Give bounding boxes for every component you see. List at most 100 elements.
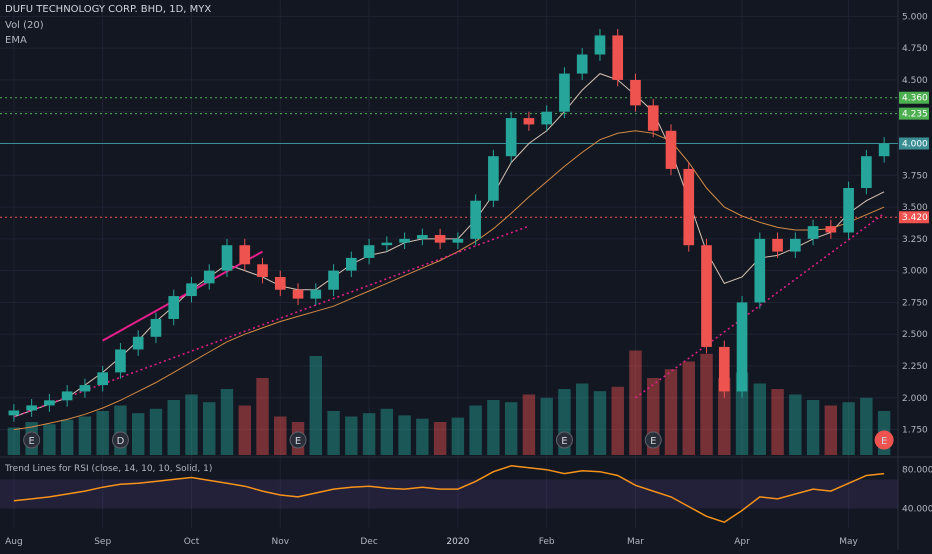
volume-bar [416,418,429,455]
candle-body [203,270,215,284]
volume-bar [789,394,802,455]
earnings-marker-icon [289,431,307,449]
price-tick-label: 3.500 [902,203,928,213]
volume-bar [398,415,411,455]
earnings-marker-icon [644,431,662,449]
volume-bar [238,405,251,455]
volume-bar [593,391,607,455]
volume-bar [451,417,465,455]
earnings-marker-icon [23,431,41,449]
level-label: 4.000 [902,140,928,150]
price-tick-label: 5.000 [902,12,928,22]
price-tick-label: 4.750 [902,44,928,54]
volume-bar [682,361,695,455]
volume-bar [309,356,323,455]
price-tick-label: 2.750 [902,298,928,308]
rsi-legend: Trend Lines for RSI (close, 14, 10, 10, … [5,464,213,474]
rsi-band-fill [0,479,898,509]
time-tick-label: Dec [360,537,377,547]
candle-body [328,270,339,290]
time-tick-label: Apr [734,537,750,547]
volume-bar [96,411,109,455]
volume-bars [7,350,891,455]
candle-body [132,336,144,350]
candle-body [647,105,659,131]
candle-body [221,245,233,271]
earnings-marker-label: D [117,436,125,447]
candle-body [861,156,872,188]
candle-body [292,289,304,299]
candle-body [345,257,357,271]
candle-body [789,238,801,252]
volume-bar [522,394,536,455]
candle-body [97,372,109,386]
volume-bar [380,408,394,455]
candle-body [505,118,517,157]
candle-body [417,235,428,239]
candle-body [150,318,162,337]
price-tick-label: 2.000 [902,394,928,404]
volume-bar [824,405,838,455]
trend-line [635,212,885,399]
level-label: 4.235 [902,110,928,120]
horizontal-levels [0,97,898,218]
level-label-bg [899,91,929,104]
volume-bar [256,378,269,455]
price-tick-label: 3.750 [902,171,928,181]
candle-body [665,130,677,169]
candle-body [594,35,606,55]
level-label: 3.420 [902,213,928,223]
candle-body [612,35,624,80]
volume-bar [842,402,855,455]
level-label-bg [899,107,929,120]
volume-bar [806,400,820,455]
level-label-bg [899,211,929,224]
price-tick-label: 1.750 [902,426,928,436]
volume-bar [220,389,234,455]
candle-body [754,238,766,303]
volume-bar [860,397,873,455]
earnings-marker-icon [874,430,894,450]
volume-bar [611,386,624,455]
candle-body [825,226,837,233]
candle-body [239,245,251,265]
level-label: 4.360 [902,94,928,104]
price-tick-label: 2.500 [902,330,928,340]
rsi-line-path [13,465,885,524]
volume-bar [504,402,518,455]
volume-bar [149,408,163,455]
candle-body [381,242,393,246]
time-tick-label: Feb [539,537,555,547]
volume-bar [274,416,287,455]
volume-bar [7,427,21,455]
trend-line [102,250,264,342]
volume-bar [487,400,500,455]
candle-body [630,79,641,106]
earnings-marker-label: E [295,436,301,447]
earnings-marker-label: E [28,436,34,447]
candle-body [61,391,73,401]
candle-body [843,188,854,233]
volume-bar [43,424,56,455]
earnings-marker-label: E [881,436,887,447]
rsi-band [0,479,898,509]
candle-body [257,264,268,277]
volume-bar [771,389,784,455]
time-tick-label: Oct [184,537,200,547]
volume-bar [327,411,340,455]
trend-line [13,225,530,418]
volume-bar [185,394,198,455]
rsi-tick-label: 80.000 [902,466,932,476]
candle-body [683,168,695,246]
time-tick-label: Aug [5,537,23,547]
candle-body [399,238,410,243]
volume-bar [433,422,447,455]
candle-body [452,238,464,243]
volume-bar [60,419,74,455]
volume-bar [575,383,589,455]
candle-body [701,245,712,347]
candle-body [559,73,570,112]
